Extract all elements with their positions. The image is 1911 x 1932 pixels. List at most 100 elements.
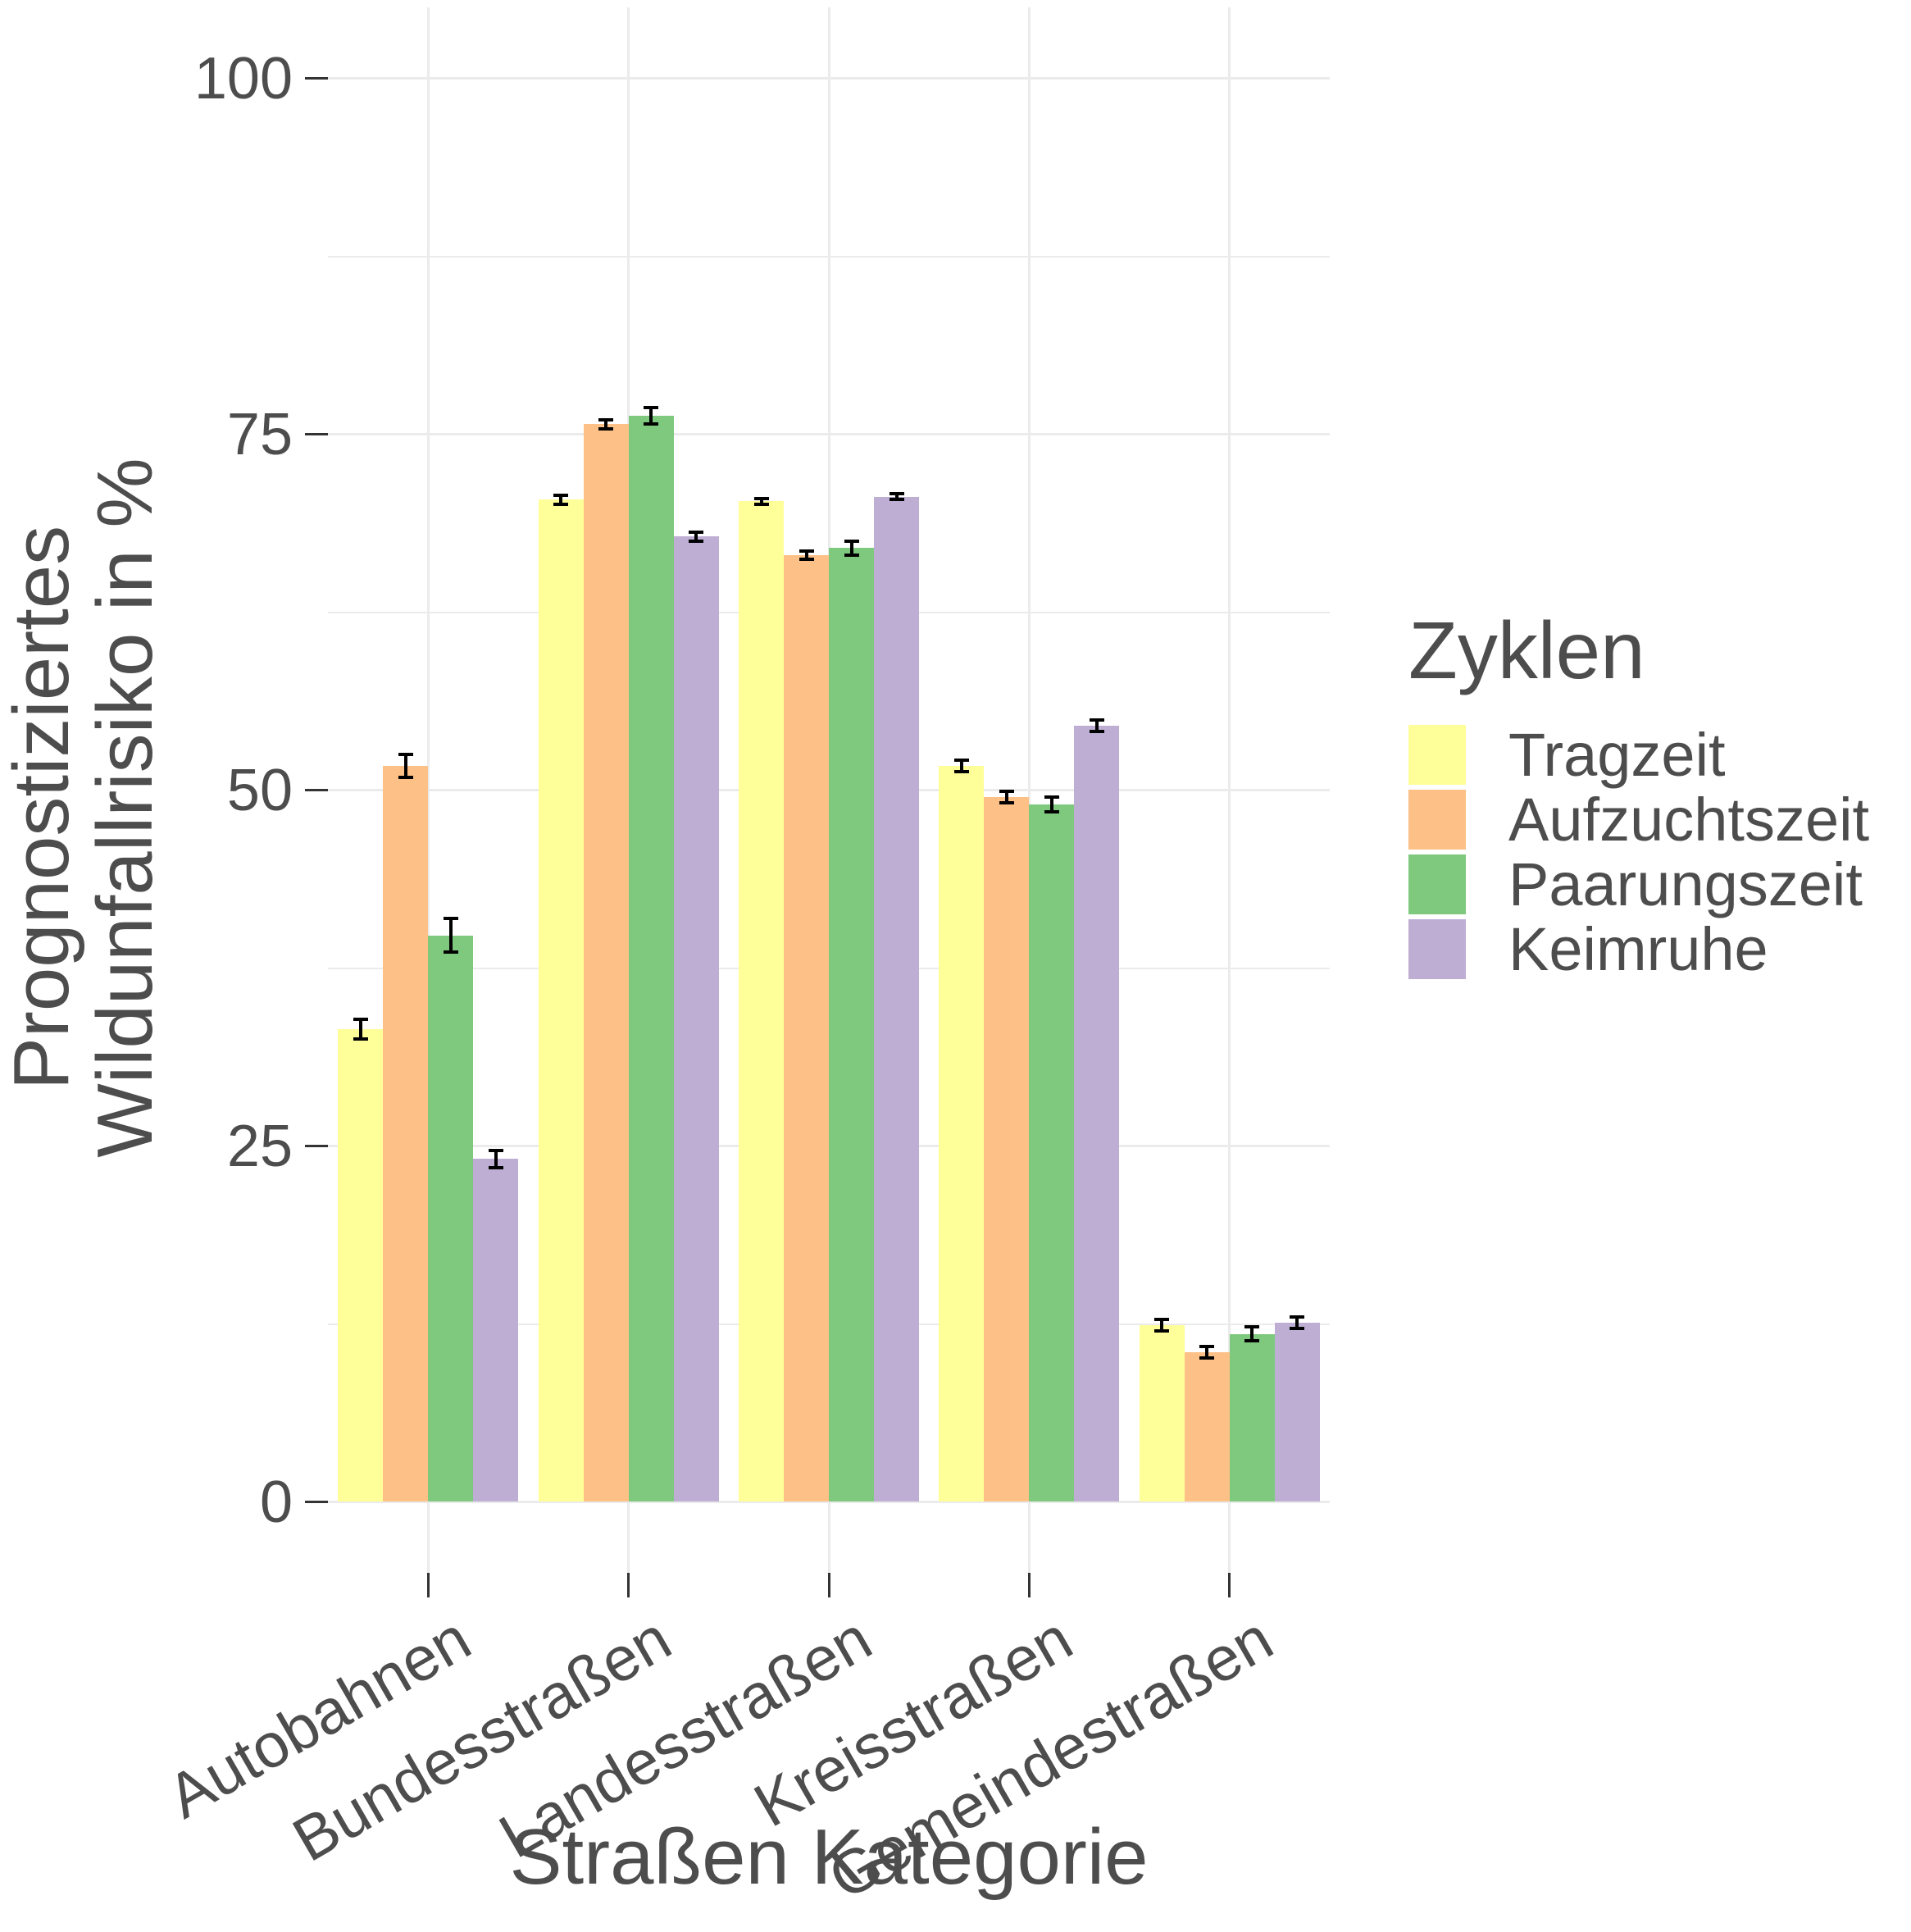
legend-label-Paarungszeit: Paarungszeit bbox=[1508, 850, 1863, 918]
bar-Gemeindestraßen-Aufzuchtszeit bbox=[1184, 1352, 1230, 1502]
y-tick-mark-25 bbox=[305, 1145, 328, 1147]
gridline-major-0 bbox=[328, 1501, 1330, 1503]
errorbar-cap-bottom-Landesstraßen-Keimruhe bbox=[889, 498, 904, 502]
errorbar-cap-top-Autobahnen-Tragzeit bbox=[353, 1017, 368, 1021]
errorbar-cap-bottom-Autobahnen-Paarungszeit bbox=[443, 950, 458, 955]
x-tick-mark-Gemeindestraßen bbox=[1228, 1573, 1231, 1597]
errorbar-cap-bottom-Landesstraßen-Tragzeit bbox=[753, 502, 769, 506]
errorbar-Kreisstraßen-Keimruhe bbox=[1094, 720, 1099, 732]
errorbar-cap-bottom-Landesstraßen-Aufzuchtszeit bbox=[799, 558, 814, 562]
errorbar-Landesstraßen-Aufzuchtszeit bbox=[804, 550, 808, 560]
legend-row-Paarungszeit: Paarungszeit bbox=[1408, 850, 1869, 918]
errorbar-cap-top-Bundesstraßen-Tragzeit bbox=[553, 494, 569, 498]
y-tick-mark-0 bbox=[305, 1501, 328, 1503]
errorbar-Autobahnen-Paarungszeit bbox=[448, 918, 453, 953]
errorbar-cap-bottom-Kreisstraßen-Tragzeit bbox=[953, 769, 969, 773]
bar-Bundesstraßen-Tragzeit bbox=[538, 499, 584, 1502]
errorbar-Bundesstraßen-Aufzuchtszeit bbox=[604, 420, 608, 429]
bar-Kreisstraßen-Aufzuchtszeit bbox=[984, 797, 1030, 1502]
bar-Landesstraßen-Keimruhe bbox=[874, 496, 919, 1502]
y-tick-mark-100 bbox=[305, 77, 328, 80]
legend-key-Tragzeit bbox=[1408, 725, 1466, 785]
bar-Bundesstraßen-Keimruhe bbox=[673, 536, 719, 1502]
legend-key-Aufzuchtszeit bbox=[1408, 790, 1466, 850]
errorbar-cap-bottom-Autobahnen-Aufzuchtszeit bbox=[398, 775, 413, 779]
errorbar-cap-top-Landesstraßen-Aufzuchtszeit bbox=[799, 549, 814, 553]
bar-Autobahnen-Tragzeit bbox=[338, 1029, 384, 1502]
bar-Landesstraßen-Paarungszeit bbox=[829, 548, 874, 1502]
errorbar-cap-top-Kreisstraßen-Keimruhe bbox=[1089, 718, 1104, 722]
errorbar-cap-top-Gemeindestraßen-Tragzeit bbox=[1154, 1318, 1170, 1322]
errorbar-cap-top-Autobahnen-Keimruhe bbox=[488, 1148, 503, 1152]
errorbar-cap-bottom-Kreisstraßen-Aufzuchtszeit bbox=[999, 801, 1014, 805]
errorbar-cap-top-Autobahnen-Paarungszeit bbox=[443, 916, 458, 920]
x-tick-mark-Bundesstraßen bbox=[627, 1573, 630, 1597]
errorbar-cap-bottom-Landesstraßen-Paarungszeit bbox=[844, 554, 859, 558]
errorbar-cap-bottom-Bundesstraßen-Aufzuchtszeit bbox=[598, 426, 614, 431]
errorbar-cap-top-Bundesstraßen-Aufzuchtszeit bbox=[598, 418, 614, 422]
errorbar-cap-bottom-Kreisstraßen-Paarungszeit bbox=[1044, 809, 1059, 813]
errorbar-cap-top-Landesstraßen-Tragzeit bbox=[753, 496, 769, 500]
errorbar-cap-top-Kreisstraßen-Aufzuchtszeit bbox=[999, 790, 1014, 794]
errorbar-Bundesstraßen-Keimruhe bbox=[694, 532, 698, 541]
errorbar-cap-bottom-Kreisstraßen-Keimruhe bbox=[1089, 730, 1104, 734]
x-tick-mark-Kreisstraßen bbox=[1027, 1573, 1031, 1597]
legend: Zyklen Tragzeit Aufzuchtszeit Paarungszeit… bbox=[1408, 605, 1869, 984]
errorbar-cap-top-Gemeindestraßen-Paarungszeit bbox=[1244, 1324, 1260, 1328]
bar-Kreisstraßen-Tragzeit bbox=[939, 765, 985, 1502]
errorbar-Landesstraßen-Paarungszeit bbox=[849, 540, 853, 556]
y-tick-label-100: 100 bbox=[193, 45, 293, 112]
bar-Bundesstraßen-Paarungszeit bbox=[628, 415, 674, 1502]
legend-row-Aufzuchtszeit: Aufzuchtszeit bbox=[1408, 786, 1869, 854]
gridline-major-75 bbox=[328, 433, 1330, 435]
bar-Kreisstraßen-Paarungszeit bbox=[1029, 804, 1075, 1502]
plot-panel bbox=[328, 7, 1330, 1573]
errorbar-Autobahnen-Keimruhe bbox=[494, 1150, 498, 1168]
x-tick-mark-Landesstraßen bbox=[827, 1573, 830, 1597]
bar-Gemeindestraßen-Tragzeit bbox=[1139, 1325, 1185, 1502]
errorbar-cap-top-Landesstraßen-Paarungszeit bbox=[844, 539, 859, 543]
bar-Bundesstraßen-Aufzuchtszeit bbox=[583, 424, 629, 1502]
gridline-major-100 bbox=[328, 77, 1330, 80]
errorbar-Kreisstraßen-Paarungszeit bbox=[1049, 797, 1053, 812]
legend-label-Tragzeit: Tragzeit bbox=[1508, 721, 1726, 789]
legend-key-Paarungszeit bbox=[1408, 854, 1466, 914]
y-tick-label-50: 50 bbox=[226, 757, 293, 823]
legend-row-Tragzeit: Tragzeit bbox=[1408, 721, 1869, 789]
y-tick-label-0: 0 bbox=[259, 1469, 293, 1535]
errorbar-cap-bottom-Autobahnen-Tragzeit bbox=[353, 1037, 368, 1041]
errorbar-cap-top-Bundesstraßen-Paarungszeit bbox=[644, 405, 659, 409]
bar-Landesstraßen-Tragzeit bbox=[739, 501, 784, 1502]
bar-Autobahnen-Aufzuchtszeit bbox=[383, 765, 429, 1502]
errorbar-cap-top-Gemeindestraßen-Keimruhe bbox=[1290, 1315, 1305, 1319]
errorbar-cap-top-Gemeindestraßen-Aufzuchtszeit bbox=[1199, 1345, 1215, 1349]
errorbar-Kreisstraßen-Tragzeit bbox=[959, 760, 963, 772]
errorbar-Gemeindestraßen-Aufzuchtszeit bbox=[1205, 1346, 1209, 1359]
bar-Kreisstraßen-Keimruhe bbox=[1074, 726, 1120, 1502]
legend-row-Keimruhe: Keimruhe bbox=[1408, 915, 1869, 983]
bar-Gemeindestraßen-Paarungszeit bbox=[1229, 1333, 1275, 1502]
errorbar-Gemeindestraßen-Keimruhe bbox=[1295, 1316, 1299, 1328]
legend-label-Aufzuchtszeit: Aufzuchtszeit bbox=[1508, 786, 1870, 854]
errorbar-cap-top-Kreisstraßen-Tragzeit bbox=[953, 759, 969, 763]
errorbar-Bundesstraßen-Tragzeit bbox=[559, 495, 563, 504]
bar-Landesstraßen-Aufzuchtszeit bbox=[784, 555, 829, 1502]
errorbar-cap-top-Bundesstraßen-Keimruhe bbox=[689, 531, 704, 535]
errorbar-Landesstraßen-Tragzeit bbox=[759, 498, 763, 504]
errorbar-cap-top-Kreisstraßen-Paarungszeit bbox=[1044, 795, 1059, 800]
legend-label-Keimruhe: Keimruhe bbox=[1508, 915, 1768, 983]
errorbar-Kreisstraßen-Aufzuchtszeit bbox=[1004, 791, 1008, 804]
errorbar-cap-bottom-Gemeindestraßen-Aufzuchtszeit bbox=[1199, 1356, 1215, 1360]
legend-key-Keimruhe bbox=[1408, 919, 1466, 979]
errorbar-cap-bottom-Bundesstraßen-Paarungszeit bbox=[644, 422, 659, 426]
bar-Gemeindestraßen-Keimruhe bbox=[1274, 1322, 1320, 1502]
errorbar-Bundesstraßen-Paarungszeit bbox=[649, 407, 653, 425]
errorbar-Autobahnen-Aufzuchtszeit bbox=[403, 754, 407, 777]
errorbar-cap-bottom-Bundesstraßen-Tragzeit bbox=[553, 502, 569, 506]
errorbar-cap-top-Landesstraßen-Keimruhe bbox=[889, 492, 904, 496]
legend-rows: Tragzeit Aufzuchtszeit Paarungszeit Keimruh… bbox=[1408, 721, 1869, 983]
errorbar-cap-bottom-Autobahnen-Keimruhe bbox=[488, 1165, 503, 1169]
y-tick-label-25: 25 bbox=[226, 1113, 293, 1179]
y-tick-label-75: 75 bbox=[226, 401, 293, 467]
